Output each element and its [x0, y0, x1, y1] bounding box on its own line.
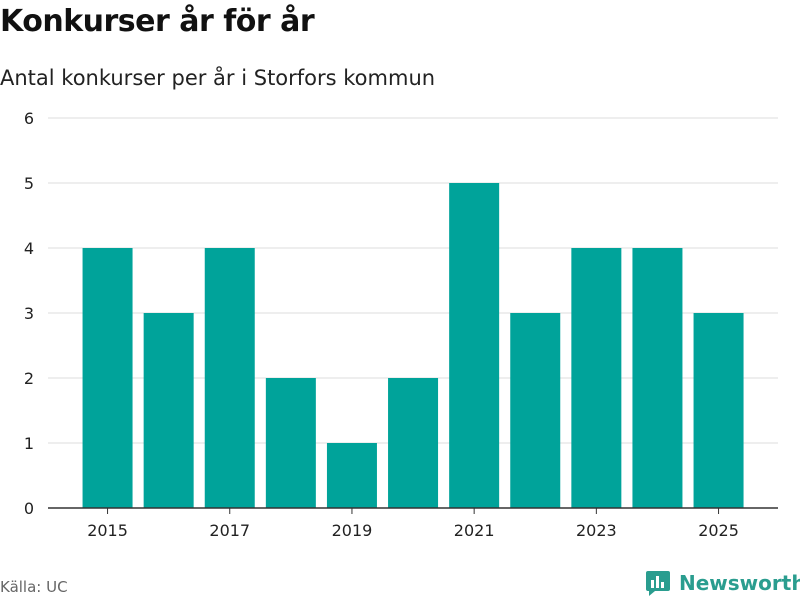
- y-tick-label: 3: [24, 304, 34, 323]
- brand-name: Newsworthy: [679, 571, 800, 595]
- bar-2023: [571, 248, 622, 508]
- bar-2024: [632, 248, 683, 508]
- bar-2019: [326, 443, 377, 508]
- bar-2015: [82, 248, 133, 508]
- x-tick-label: 2019: [332, 521, 373, 540]
- bar-2021: [449, 183, 500, 508]
- bar-2018: [265, 378, 316, 508]
- axes: [48, 507, 778, 514]
- bar-2017: [204, 248, 255, 508]
- bar-2020: [388, 378, 439, 508]
- y-tick-label: 0: [24, 499, 34, 518]
- y-tick-label: 2: [24, 369, 34, 388]
- bars: [82, 183, 744, 508]
- y-tick-label: 6: [24, 109, 34, 128]
- y-tick-label: 1: [24, 434, 34, 453]
- y-tick-label: 5: [24, 174, 34, 193]
- bar-2022: [510, 313, 561, 508]
- chart-subtitle: Antal konkurser per år i Storfors kommun: [0, 66, 436, 90]
- newsworthy-logo-icon: [646, 571, 670, 596]
- bar-2016: [143, 313, 194, 508]
- y-tick-label: 4: [24, 239, 34, 258]
- bar-2025: [693, 313, 744, 508]
- x-tick-label: 2025: [698, 521, 739, 540]
- newsworthy-brand: Newsworthy: [645, 570, 800, 596]
- x-tick-label: 2023: [576, 521, 617, 540]
- x-tick-label: 2015: [87, 521, 128, 540]
- chart-title: Konkurser år för år: [0, 4, 315, 39]
- x-tick-label: 2017: [209, 521, 250, 540]
- x-tick-label: 2021: [454, 521, 495, 540]
- tick-labels: 0 1 2 3 4 5 6 2015 2017 2019 2021 2023 2025: [24, 109, 739, 540]
- source-note: Källa: UC: [0, 578, 68, 596]
